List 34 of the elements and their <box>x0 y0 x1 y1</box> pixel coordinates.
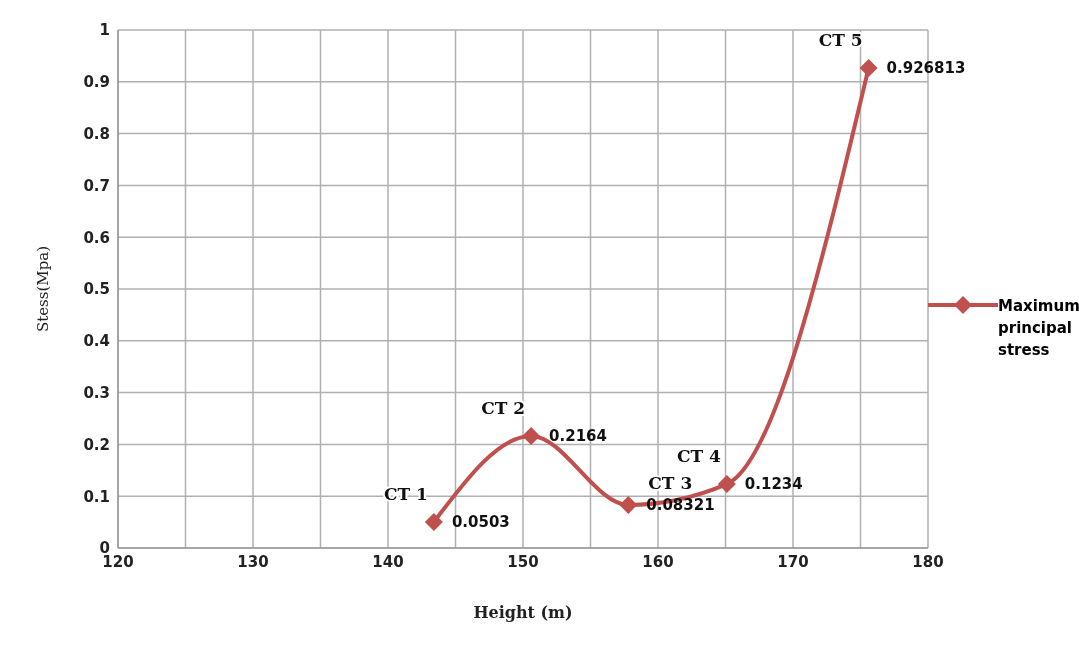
y-tick-label: 0.4 <box>83 332 110 351</box>
data-label: 0.926813 <box>886 59 966 78</box>
annotation: CT 3 <box>648 472 693 493</box>
annotation: CT 5 <box>818 29 863 50</box>
x-tick-label: 170 <box>777 552 809 571</box>
annotation: CT 2 <box>481 397 526 418</box>
x-axis-title: Height (m) <box>473 603 573 622</box>
y-tick-label: 0.1 <box>83 487 110 506</box>
x-tick-label: 130 <box>237 552 269 571</box>
y-tick-label: 0.2 <box>83 435 110 454</box>
point <box>424 512 443 531</box>
data-label: 0.0503 <box>451 513 510 532</box>
y-tick-label: 0.7 <box>83 176 110 195</box>
data-label: 0.1234 <box>744 475 803 494</box>
annotation: CT 1 <box>383 483 428 504</box>
data-label: 0.08321 <box>646 496 715 515</box>
y-tick-label: 0.3 <box>83 383 110 402</box>
y-tick-label: 0.8 <box>83 124 110 143</box>
data-label: 0.2164 <box>549 427 607 446</box>
point <box>522 426 541 445</box>
legend-label: Maximum principal stress <box>998 296 1079 361</box>
point <box>619 495 638 514</box>
y-axis-title: Stess(Mpa) <box>34 245 53 333</box>
y-tick-label: 1 <box>99 21 110 40</box>
annotation: CT 4 <box>676 446 721 467</box>
y-tick-label: 0.9 <box>83 73 110 92</box>
point <box>859 58 878 77</box>
x-tick-label: 150 <box>507 552 539 571</box>
point <box>717 475 736 494</box>
x-tick-label: 160 <box>642 552 674 571</box>
x-tick-label: 140 <box>372 552 404 571</box>
y-tick-label: 0.6 <box>83 228 110 247</box>
x-tick-label: 180 <box>912 552 944 571</box>
y-tick-label: 0.5 <box>83 280 110 299</box>
